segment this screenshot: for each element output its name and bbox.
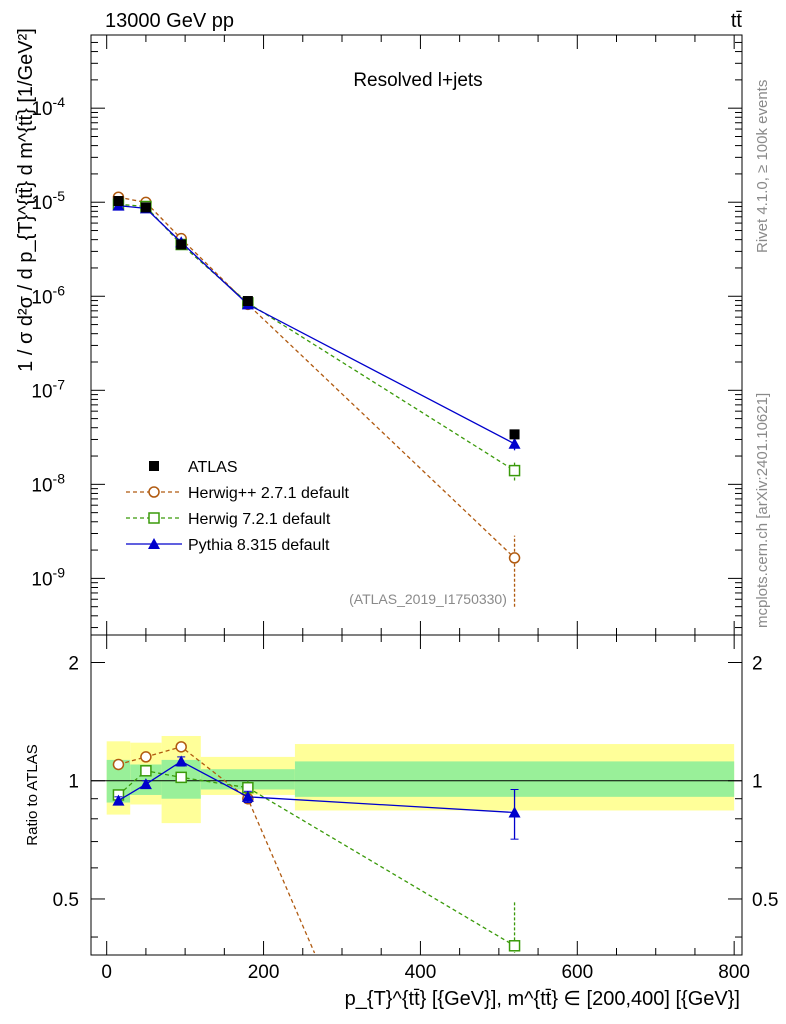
data-point xyxy=(148,512,160,524)
data-point xyxy=(242,296,253,307)
main-ticks: 10-9 10-8 10-7 10-6 10-5 10-4 xyxy=(31,35,742,635)
y-tick-label: 10-4 xyxy=(31,94,65,120)
y-tick-label: 1 xyxy=(68,772,79,793)
mcplots-label: mcplots.cern.ch [arXiv:2401.10621] xyxy=(754,393,771,628)
legend-label: Herwig 7.2.1 default xyxy=(188,511,331,528)
ratio-y-label: Ratio to ATLAS xyxy=(24,744,41,845)
y-tick-label: 10-7 xyxy=(31,376,65,402)
ratio-series xyxy=(112,741,521,954)
main-series xyxy=(112,191,521,607)
data-point xyxy=(175,741,187,753)
ratio-panel: Ratio to ATLAS 0.5 0.5 1 1 2 2 0 200 400 600 800 p… xyxy=(24,634,778,1010)
data-point xyxy=(113,196,124,207)
legend: ATLAS Herwig++ 2.7.1 default Herwig 7.2.1 … xyxy=(126,459,350,554)
y-tick-label: 10-8 xyxy=(31,470,65,496)
series-line xyxy=(118,196,515,559)
header-process: tt̄ xyxy=(731,10,743,32)
x-tick-label: 600 xyxy=(561,962,593,983)
data-point xyxy=(149,461,159,471)
data-point xyxy=(508,552,521,564)
ratio-ticks: 0.5 0.5 1 1 2 2 0 200 400 600 800 xyxy=(53,635,778,983)
data-point xyxy=(148,486,160,498)
x-tick-label: 800 xyxy=(718,962,750,983)
data-point xyxy=(148,538,160,549)
ratio-frame xyxy=(90,634,743,956)
data-point xyxy=(140,765,152,777)
data-point xyxy=(175,771,187,784)
main-panel: Resolved l+jets (ATLAS_2019_I1750330) 1 … xyxy=(15,28,743,636)
data-point xyxy=(176,239,187,250)
data-point xyxy=(112,758,125,771)
legend-label: Pythia 8.315 default xyxy=(188,537,330,554)
x-tick-label: 400 xyxy=(405,962,437,983)
data-point xyxy=(112,794,125,806)
legend-label: Herwig++ 2.7.1 default xyxy=(188,485,350,502)
analysis-watermark: (ATLAS_2019_I1750330) xyxy=(349,591,507,607)
rivet-label: Rivet 4.1.0, ≥ 100k events xyxy=(754,80,771,253)
data-point xyxy=(508,437,521,449)
legend-label: ATLAS xyxy=(188,459,238,476)
y-tick-label: 10-5 xyxy=(31,188,65,214)
y-tick-label-right: 1 xyxy=(752,772,763,793)
y-tick-label-right: 0.5 xyxy=(752,890,778,911)
data-point xyxy=(508,806,521,818)
data-point xyxy=(140,202,151,213)
y-tick-label-right: 2 xyxy=(752,654,763,675)
data-point xyxy=(508,464,521,477)
y-tick-label: 10-6 xyxy=(31,282,65,308)
header-energy: 13000 GeV pp xyxy=(105,10,234,32)
y-tick-label: 0.5 xyxy=(53,890,79,911)
data-point xyxy=(140,751,152,763)
x-tick-label: 0 xyxy=(101,962,112,983)
data-point xyxy=(508,940,521,952)
y-tick-label: 2 xyxy=(68,654,79,675)
ratio-bands xyxy=(91,735,742,824)
y-tick-label: 10-9 xyxy=(31,564,65,590)
main-y-label: 1 / σ d²σ / d p_{T}^{tt̄} d m^{tt̄} [1/G… xyxy=(15,28,37,372)
main-title: Resolved l+jets xyxy=(353,70,482,91)
data-point xyxy=(509,429,520,440)
data-point xyxy=(241,790,254,802)
data-point xyxy=(175,755,188,767)
data-point xyxy=(139,778,152,790)
x-tick-label: 200 xyxy=(248,962,280,983)
x-axis-label: p_{T}^{tt̄} [{GeV}], m^{tt̄} ∈ [200,400]… xyxy=(345,988,740,1010)
